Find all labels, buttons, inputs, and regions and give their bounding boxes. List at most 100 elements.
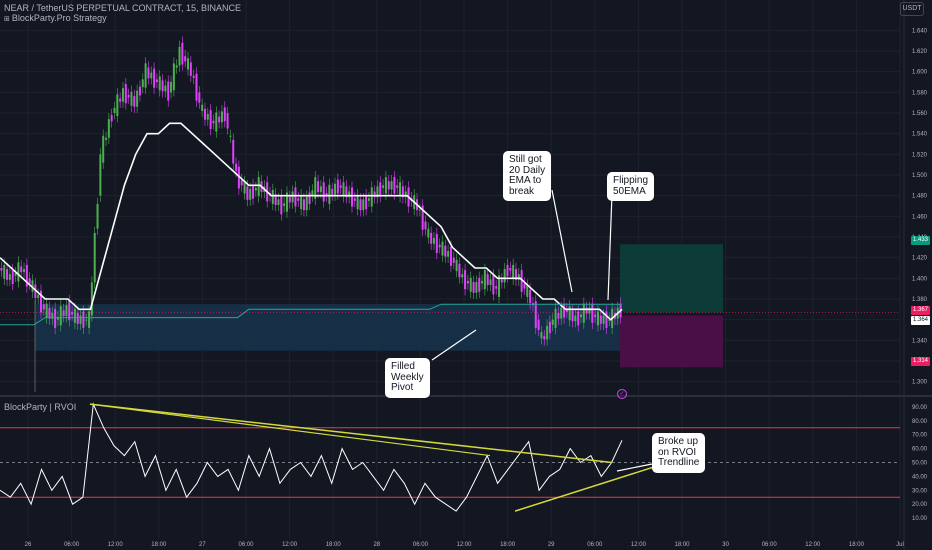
candle-body (362, 199, 365, 211)
candle-body (325, 193, 328, 196)
time-tick-label: 18:00 (326, 542, 342, 548)
candle-body (127, 94, 130, 98)
candle-body (105, 137, 108, 140)
candle-body (141, 79, 144, 88)
candle-body (441, 241, 444, 256)
alert-icon[interactable]: ✓ (617, 389, 627, 399)
candle-body (458, 263, 461, 278)
candle-body (237, 166, 240, 189)
candle-body (291, 191, 294, 203)
candle-body (390, 181, 393, 190)
candle-body (571, 310, 574, 322)
candle-body (481, 280, 484, 284)
candle-body (336, 179, 339, 194)
price-tick-label: 1.520 (912, 152, 928, 158)
candle-body (31, 280, 34, 292)
candle-body (512, 264, 515, 279)
price-tag-entry: 1.364 (910, 316, 930, 325)
candle-body (599, 315, 602, 324)
callout-rvoi[interactable]: Broke up on RVOI Trendline (652, 433, 706, 473)
candle-body (382, 185, 385, 188)
candle-body (317, 181, 320, 193)
candle-body (430, 232, 433, 244)
candle-body (506, 264, 509, 277)
candle-body (116, 94, 119, 117)
candle-body (28, 278, 31, 284)
strategy-icon: ⊞ (4, 16, 12, 23)
candle-body (339, 185, 342, 188)
candle-body (88, 311, 91, 328)
osc-tick-label: 70.00 (912, 433, 928, 439)
time-tick-label: 12:00 (805, 542, 821, 548)
price-tick-label: 1.580 (912, 90, 928, 96)
price-candles (0, 36, 622, 346)
time-tick-label: Jul (896, 542, 904, 548)
candle-body (449, 246, 452, 266)
weekly-pivot-zone (34, 300, 620, 392)
time-tick-label: 18:00 (849, 542, 865, 548)
candle-body (401, 186, 404, 198)
time-tick-label: 30 (722, 542, 729, 548)
candle-body (294, 187, 297, 207)
candle-body (537, 319, 540, 330)
candle-body (444, 245, 447, 257)
time-tick-label: 12:00 (631, 542, 647, 548)
candle-body (283, 203, 286, 206)
candle-body (384, 177, 387, 194)
candle-body (124, 84, 127, 104)
candle-body (331, 188, 334, 195)
candle-body (130, 91, 133, 106)
strategy-name: BlockParty.Pro Strategy (11, 13, 107, 23)
candle-body (495, 286, 498, 289)
candle-body (469, 277, 472, 292)
candle-body (23, 269, 26, 273)
candle-body (121, 88, 124, 102)
candle-body (277, 199, 280, 205)
pointer-ema20 (551, 189, 573, 293)
candle-body (418, 209, 421, 211)
candle-body (65, 305, 68, 317)
candle-body (300, 195, 303, 210)
callout-ema20[interactable]: Still got 20 Daily EMA to break (503, 151, 552, 201)
indicator-label[interactable]: BlockParty | RVOI (4, 402, 77, 412)
callout-ema50[interactable]: Flipping 50EMA (607, 172, 655, 201)
candle-body (240, 180, 243, 186)
candle-body (212, 120, 215, 124)
candle-body (503, 269, 506, 283)
candle-body (461, 274, 464, 278)
osc-tick-label: 50.00 (912, 461, 928, 467)
strategy-label[interactable]: ⊞ BlockParty.Pro Strategy (4, 13, 107, 25)
candle-body (367, 198, 370, 201)
candle-body (492, 275, 495, 295)
candle-body (551, 319, 554, 325)
price-tag-target: 1.433 (910, 236, 930, 245)
candle-body (147, 67, 150, 79)
candle-body (110, 115, 113, 122)
candle-body (472, 281, 475, 293)
candle-body (540, 332, 543, 339)
candle-body (280, 195, 283, 215)
symbol-title[interactable]: NEAR / TetherUS PERPETUAL CONTRACT, 15, … (4, 3, 242, 13)
candle-body (548, 321, 551, 334)
candle-body (93, 232, 96, 283)
candle-body (421, 205, 424, 230)
candle-body (178, 46, 181, 66)
candle-body (218, 116, 221, 123)
candle-body (76, 312, 79, 324)
candle-body (215, 112, 218, 132)
currency-button[interactable]: USDT (900, 2, 924, 16)
candle-body (319, 186, 322, 193)
callout-pivot[interactable]: Filled Weekly Pivot (385, 358, 430, 398)
candle-body (243, 182, 246, 194)
candle-body (82, 311, 85, 328)
candle-body (172, 63, 175, 91)
time-tick-label: 18:00 (674, 542, 690, 548)
candle-body (311, 190, 314, 196)
pointer-pivot (431, 329, 477, 361)
candle-body (314, 177, 317, 199)
time-tick-label: 27 (199, 542, 206, 548)
candle-body (20, 266, 23, 273)
position-tool[interactable] (0, 244, 900, 368)
candle-body (150, 72, 153, 79)
